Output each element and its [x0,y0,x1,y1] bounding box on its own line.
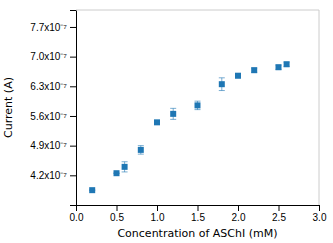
tick-label: 4.2x10⁻⁷ [30,170,67,181]
axis-line [70,11,77,206]
points [89,61,289,193]
tick-label: 4.9x10⁻⁷ [30,140,67,151]
x-axis-title: Concentration of ASChI (mM) [117,227,277,240]
frame [319,10,320,205]
tick-label: 7.0x10⁻⁷ [30,51,67,62]
tick-mark [279,205,280,211]
tick-mark [117,205,118,211]
tick-mark [70,86,76,87]
tick: 0.0 [70,205,84,223]
error-cap [122,171,128,172]
error-cap [138,154,144,155]
tick: 1.0 [151,205,165,223]
tick-mark [198,205,199,211]
tick-label: 2.0 [232,212,246,223]
y-axis: 4.2x10⁻⁷ 4.9x10⁻⁷ 5.6x10⁻⁷ 6.3x10⁻⁷ 7.0x10⁻⁷… [30,11,76,206]
error-bars [89,62,289,190]
tick-mark [70,116,76,117]
tick: 2.5 [272,205,286,223]
tick: 5.6x10⁻⁷ [30,111,76,122]
error-cap [170,108,176,109]
tick-label: 1.5 [191,212,205,223]
tick-mark [70,175,76,176]
point [235,73,241,79]
point [170,111,176,117]
point [154,119,160,125]
tick: 4.2x10⁻⁷ [30,170,76,181]
tick-mark [70,146,76,147]
error-cap [170,119,176,120]
point [89,187,95,193]
tick: 7.0x10⁻⁷ [30,51,76,62]
point [284,61,290,67]
error-cap [219,77,225,78]
frame [76,10,319,11]
tick-label: 0.0 [70,212,84,223]
plot-area: 0.0 0.5 1.0 1.5 2.0 2.5 3.0 4.2x10⁻⁷ 4.9x10⁻⁷ 5.6… [2,10,327,240]
error-cap [195,101,201,102]
error-cap [138,145,144,146]
tick-mark [319,205,320,211]
tick-label: 3.0 [313,212,327,223]
tick: 4.9x10⁻⁷ [30,140,76,151]
tick: 7.7x10⁻⁷ [30,22,76,33]
tick-mark [157,205,158,211]
point [114,170,120,176]
point [138,147,144,153]
point [122,164,128,170]
axis-line [77,206,320,212]
point [251,67,257,73]
point [195,102,201,108]
data-layer [89,61,289,193]
tick-label: 6.3x10⁻⁷ [30,81,67,92]
error-cap [195,109,201,110]
tick: 6.3x10⁻⁷ [30,81,76,92]
tick: 3.0 [313,205,327,223]
tick-label: 2.5 [272,212,286,223]
tick-mark [70,57,76,58]
tick: 0.5 [110,205,124,223]
y-axis-title: Current (A) [2,77,15,138]
tick-mark [70,27,76,28]
tick-label: 1.0 [151,212,165,223]
tick-label: 7.7x10⁻⁷ [30,22,67,33]
tick-label: 0.5 [110,212,124,223]
chart: 0.0 0.5 1.0 1.5 2.0 2.5 3.0 4.2x10⁻⁷ 4.9x10⁻⁷ 5.6… [0,0,333,243]
x-axis: 0.0 0.5 1.0 1.5 2.0 2.5 3.0 [70,205,327,223]
tick: 1.5 [191,205,205,223]
point [219,81,225,87]
tick-mark [238,205,239,211]
tick-label: 5.6x10⁻⁷ [30,111,67,122]
error-cap [122,161,128,162]
point [276,64,282,70]
tick: 2.0 [232,205,246,223]
error-cap [219,90,225,91]
